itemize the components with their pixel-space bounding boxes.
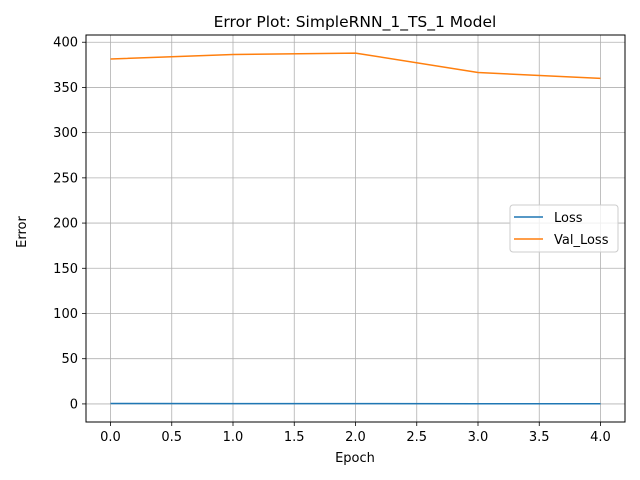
y-axis-ticks: 0 50 100 150 200 250 300 350 400	[53, 36, 86, 412]
y-tick-label: 0	[70, 397, 78, 412]
x-tick-label: 0.5	[161, 430, 182, 445]
x-tick-label: 1.5	[284, 430, 305, 445]
y-tick-label: 300	[53, 126, 78, 141]
x-tick-label: 2.5	[406, 430, 427, 445]
y-tick-label: 100	[53, 307, 78, 322]
legend-label: Loss	[554, 211, 583, 226]
x-axis-label: Epoch	[335, 451, 375, 466]
x-tick-label: 3.0	[468, 430, 489, 445]
x-tick-label: 0.0	[100, 430, 121, 445]
series-layer	[110, 52, 601, 405]
x-tick-label: 2.0	[345, 430, 366, 445]
y-tick-label: 50	[61, 352, 78, 367]
x-axis-ticks: 0.0 0.5 1.0 1.5 2.0 2.5 3.0 3.5 4.0	[100, 422, 611, 445]
y-tick-label: 250	[53, 171, 78, 186]
x-tick-label: 3.5	[529, 430, 550, 445]
x-tick-label: 4.0	[590, 430, 611, 445]
legend: Loss Val_Loss	[509, 204, 619, 253]
y-tick-label: 200	[53, 217, 78, 232]
y-tick-label: 150	[53, 262, 78, 277]
y-tick-label: 350	[53, 81, 78, 96]
legend-label: Val_Loss	[554, 233, 609, 248]
series-line-val-loss	[110, 52, 601, 80]
y-axis-label: Error	[15, 216, 30, 248]
y-tick-label: 400	[53, 36, 78, 51]
chart-title: Error Plot: SimpleRNN_1_TS_1 Model	[214, 13, 497, 32]
x-tick-label: 1.0	[223, 430, 244, 445]
